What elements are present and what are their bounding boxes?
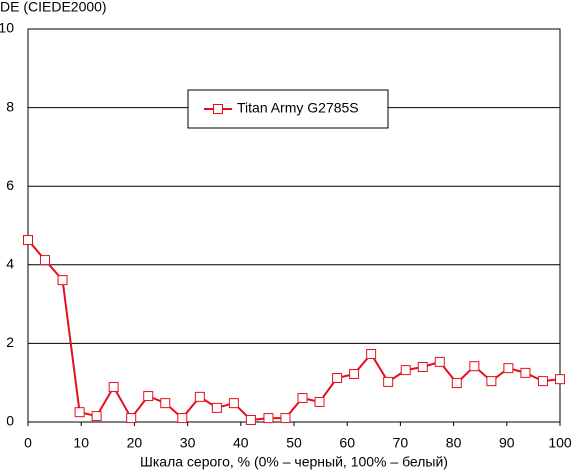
point-marker xyxy=(520,367,531,378)
y-tick-label: 8 xyxy=(6,98,14,114)
point-marker xyxy=(91,411,102,422)
y-tick-label: 2 xyxy=(6,334,14,350)
point-marker xyxy=(228,398,239,409)
point-marker xyxy=(537,376,548,387)
point-marker xyxy=(400,365,411,376)
point-marker xyxy=(57,275,68,286)
point-marker xyxy=(160,398,171,409)
point-marker xyxy=(108,382,119,393)
point-marker xyxy=(126,413,137,424)
plot-frame xyxy=(27,28,561,423)
point-marker xyxy=(486,376,497,387)
x-axis-label: Шкала серого, % (0% – черный, 100% – бел… xyxy=(140,454,448,470)
point-marker xyxy=(74,407,85,418)
point-marker xyxy=(451,378,462,389)
legend-marker xyxy=(213,104,223,114)
point-marker xyxy=(314,396,325,407)
x-tick-label: 100 xyxy=(548,435,572,451)
point-marker xyxy=(349,369,360,380)
point-marker xyxy=(177,413,188,424)
x-tick-label: 80 xyxy=(446,435,462,451)
series-line xyxy=(27,239,561,422)
x-tick-label: 40 xyxy=(233,435,249,451)
point-marker xyxy=(469,361,480,372)
point-marker xyxy=(143,391,154,402)
x-tick-label: 60 xyxy=(339,435,355,451)
y-tick-label: 6 xyxy=(6,177,14,193)
point-marker xyxy=(555,374,565,385)
legend-label: Titan Army G2785S xyxy=(237,100,359,116)
point-marker xyxy=(263,413,274,424)
point-marker xyxy=(23,235,33,246)
x-tick-label: 70 xyxy=(393,435,409,451)
point-marker xyxy=(194,391,205,402)
point-marker xyxy=(332,372,343,383)
point-marker xyxy=(245,415,256,426)
x-tick-label: 10 xyxy=(73,435,89,451)
y-axis-label: DE (CIEDE2000) xyxy=(0,0,107,15)
point-marker xyxy=(366,349,377,360)
x-tick-label: 20 xyxy=(127,435,143,451)
x-tick-label: 50 xyxy=(286,435,302,451)
y-tick-label: 10 xyxy=(0,20,14,36)
y-tick-label: 0 xyxy=(6,413,14,429)
x-tick-label: 0 xyxy=(24,435,32,451)
x-tick-label: 90 xyxy=(499,435,515,451)
y-tick-label: 4 xyxy=(6,256,14,272)
point-marker xyxy=(40,255,51,266)
point-marker xyxy=(503,363,514,374)
x-tick-label: 30 xyxy=(180,435,196,451)
point-marker xyxy=(280,413,291,424)
point-marker xyxy=(383,376,394,387)
point-marker xyxy=(211,402,222,413)
point-marker xyxy=(297,393,308,404)
point-marker xyxy=(434,356,445,367)
point-marker xyxy=(417,361,428,372)
